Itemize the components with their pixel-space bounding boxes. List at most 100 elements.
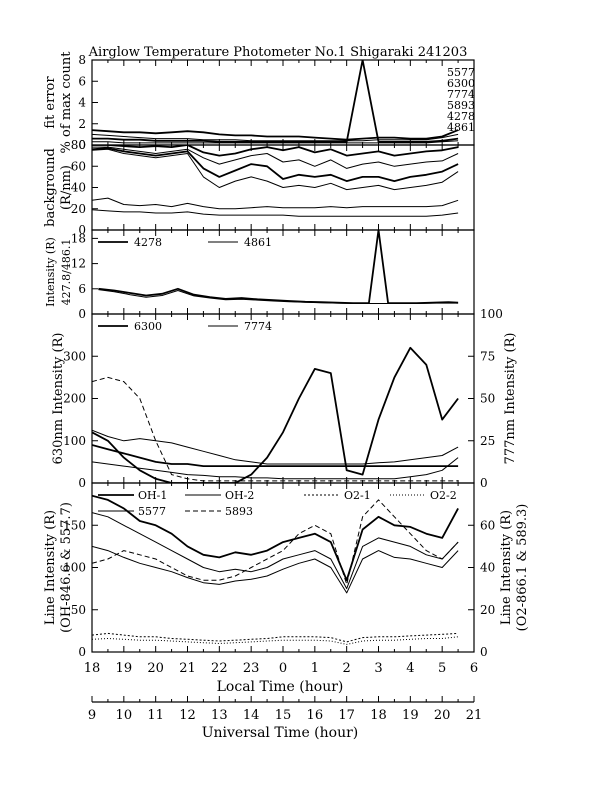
series-line [92,444,459,468]
legend-label: 4278 [134,236,162,249]
legend-label: 5577 [138,505,166,518]
series-line [92,147,459,183]
y-right-tick-label: 75 [480,349,495,363]
series-line-4861 [98,289,459,304]
figure-title: Airglow Temperature Photometer No.1 Shig… [88,45,468,60]
legend-entry: 5577 [447,66,475,79]
series-line-5893 [92,499,459,585]
lt-tick-label: 18 [84,661,101,676]
series-line [92,209,459,217]
lt-tick-label: 2 [343,661,351,676]
lt-tick-label: 0 [279,661,287,676]
legend-label: 6300 [134,320,162,333]
plot-area [92,346,459,483]
y-tick-label: 18 [71,231,86,245]
y-tick-label: 20 [71,202,86,216]
y-right-tick-label: 0 [480,476,488,490]
y-tick-label: 200 [63,392,86,406]
lt-tick-label: 6 [470,661,478,676]
lt-tick-label: 4 [406,661,414,676]
plot-area [92,494,459,645]
ut-tick-label: 13 [211,708,228,723]
ut-tick-label: 15 [275,708,292,723]
y-tick-label: 0 [78,476,86,490]
y-tick-label: 0 [78,645,86,659]
y-right-tick-label: 20 [480,603,495,617]
y-tick-label: 40 [71,181,86,195]
y-right-tick-label: 100 [480,307,503,321]
ut-tick-label: 19 [402,708,419,723]
ut-tick-label: 11 [147,708,164,723]
series-line [92,129,459,141]
y-tick-label: 6 [78,74,86,88]
y-tick-label: 8 [78,53,86,67]
series-line [92,133,459,142]
legend-label: O2-1 [344,489,371,502]
background-panel: 0 20 40 60 80 background (R/nm) [43,138,475,237]
lt-tick-label: 23 [243,661,260,676]
y-axis-label: Line Intensity (R) [43,510,58,625]
lt-tick-label: 22 [211,661,228,676]
y-right-tick-label: 0 [480,645,488,659]
y-tick-label: 6 [78,282,86,296]
y-axis-label: 630nm Intensity (R) [51,333,66,465]
ut-tick-label: 10 [116,708,133,723]
ut-tick-label: 16 [307,708,324,723]
y-axis-label: 427.8/486.1 [60,239,73,306]
series-line [92,148,459,191]
y-tick-label: 60 [71,159,86,173]
legend-entry: 4861 [447,121,475,134]
y-axis-label: % of max count [59,51,74,154]
series-line-o2-1 [92,632,459,643]
ut-tick-label: 17 [338,708,355,723]
y-tick-label: 12 [71,257,86,271]
lt-tick-label: 21 [179,661,196,676]
series-line-oh-1 [92,494,459,582]
legend-label: 7774 [244,320,272,333]
legend-label: 5893 [225,505,253,518]
y-right-tick-label: 25 [480,434,495,448]
ut-tick-label: 14 [243,708,260,723]
y-right-tick-label: 60 [480,518,495,532]
time-axes: 18 19 20 21 22 23 0 1 2 3 4 5 69 10 11 12 13 14 15 16 17 18 19… [84,661,483,723]
y-right-axis-label: 777nm Intensity (R) [503,333,518,465]
ut-tick-label: 20 [434,708,451,723]
legend-label: 4861 [244,236,272,249]
y-right-axis-label: (O2-866.1 & 589.3) [515,504,530,632]
legend-entry: 5893 [447,99,475,112]
lt-tick-label: 20 [147,661,164,676]
lt-tick-label: 19 [116,661,133,676]
panel-frame [91,313,475,484]
series-line [92,146,459,169]
legend-label: OH-1 [138,489,167,502]
ut-tick-label: 21 [466,708,483,723]
y-axis-label: fit error [43,76,58,129]
series-line [92,457,459,480]
plot-area [98,230,459,305]
legend-entry: 4278 [447,110,475,123]
series-line-5577 [92,545,459,594]
y-right-tick-label: 50 [480,392,495,406]
legend-label: OH-2 [225,489,254,502]
ut-tick-label: 18 [370,708,387,723]
y-tick-label: 50 [71,603,86,617]
y-tick-label: 100 [63,561,86,575]
y-tick-label: 100 [63,434,86,448]
series-line-7774 [92,429,459,465]
series-line [92,197,459,210]
legend-entry: 6300 [447,77,475,90]
plot-area [92,145,459,217]
local-time-axis-label: Local Time (hour) [217,679,344,695]
lt-tick-label: 5 [438,661,446,676]
series-line [92,60,459,143]
series-line-oh-2 [92,512,459,590]
y-tick-label: 150 [63,518,86,532]
y-tick-label: 300 [63,349,86,363]
series-line [92,140,459,144]
y-right-axis-label: Line Intensity (R) [499,510,514,625]
y-axis-label: Intensity (R) [44,237,57,307]
lt-tick-label: 1 [311,661,319,676]
y-axis-label: (OH-846.6 & 557.7) [59,502,74,633]
